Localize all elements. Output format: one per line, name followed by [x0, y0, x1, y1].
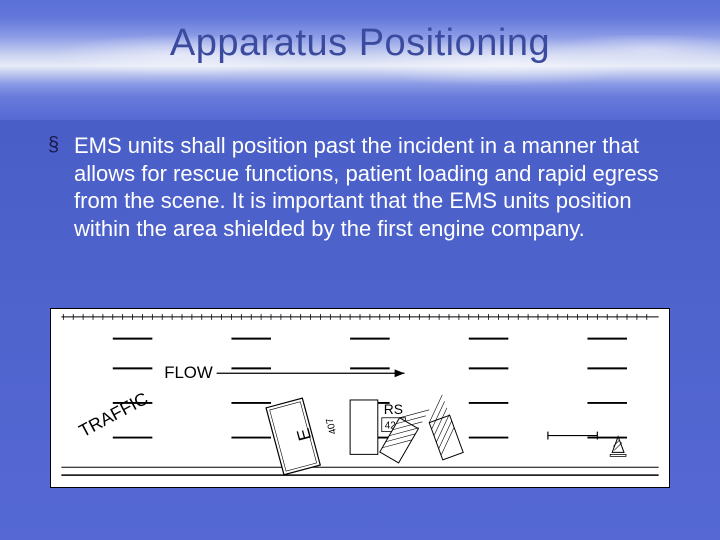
svg-text:RS: RS: [384, 401, 403, 417]
slide-body: § EMS units shall position past the inci…: [48, 132, 672, 242]
bullet-text: EMS units shall position past the incide…: [74, 132, 672, 242]
svg-text:407: 407: [324, 417, 339, 436]
slide-title: Apparatus Positioning: [0, 22, 720, 65]
svg-text:FLOW: FLOW: [164, 363, 213, 382]
road-diagram: TRAFFICFLOWE407RS421: [50, 308, 670, 488]
bullet-marker: §: [48, 132, 74, 159]
svg-text:TRAFFIC: TRAFFIC: [76, 388, 152, 441]
